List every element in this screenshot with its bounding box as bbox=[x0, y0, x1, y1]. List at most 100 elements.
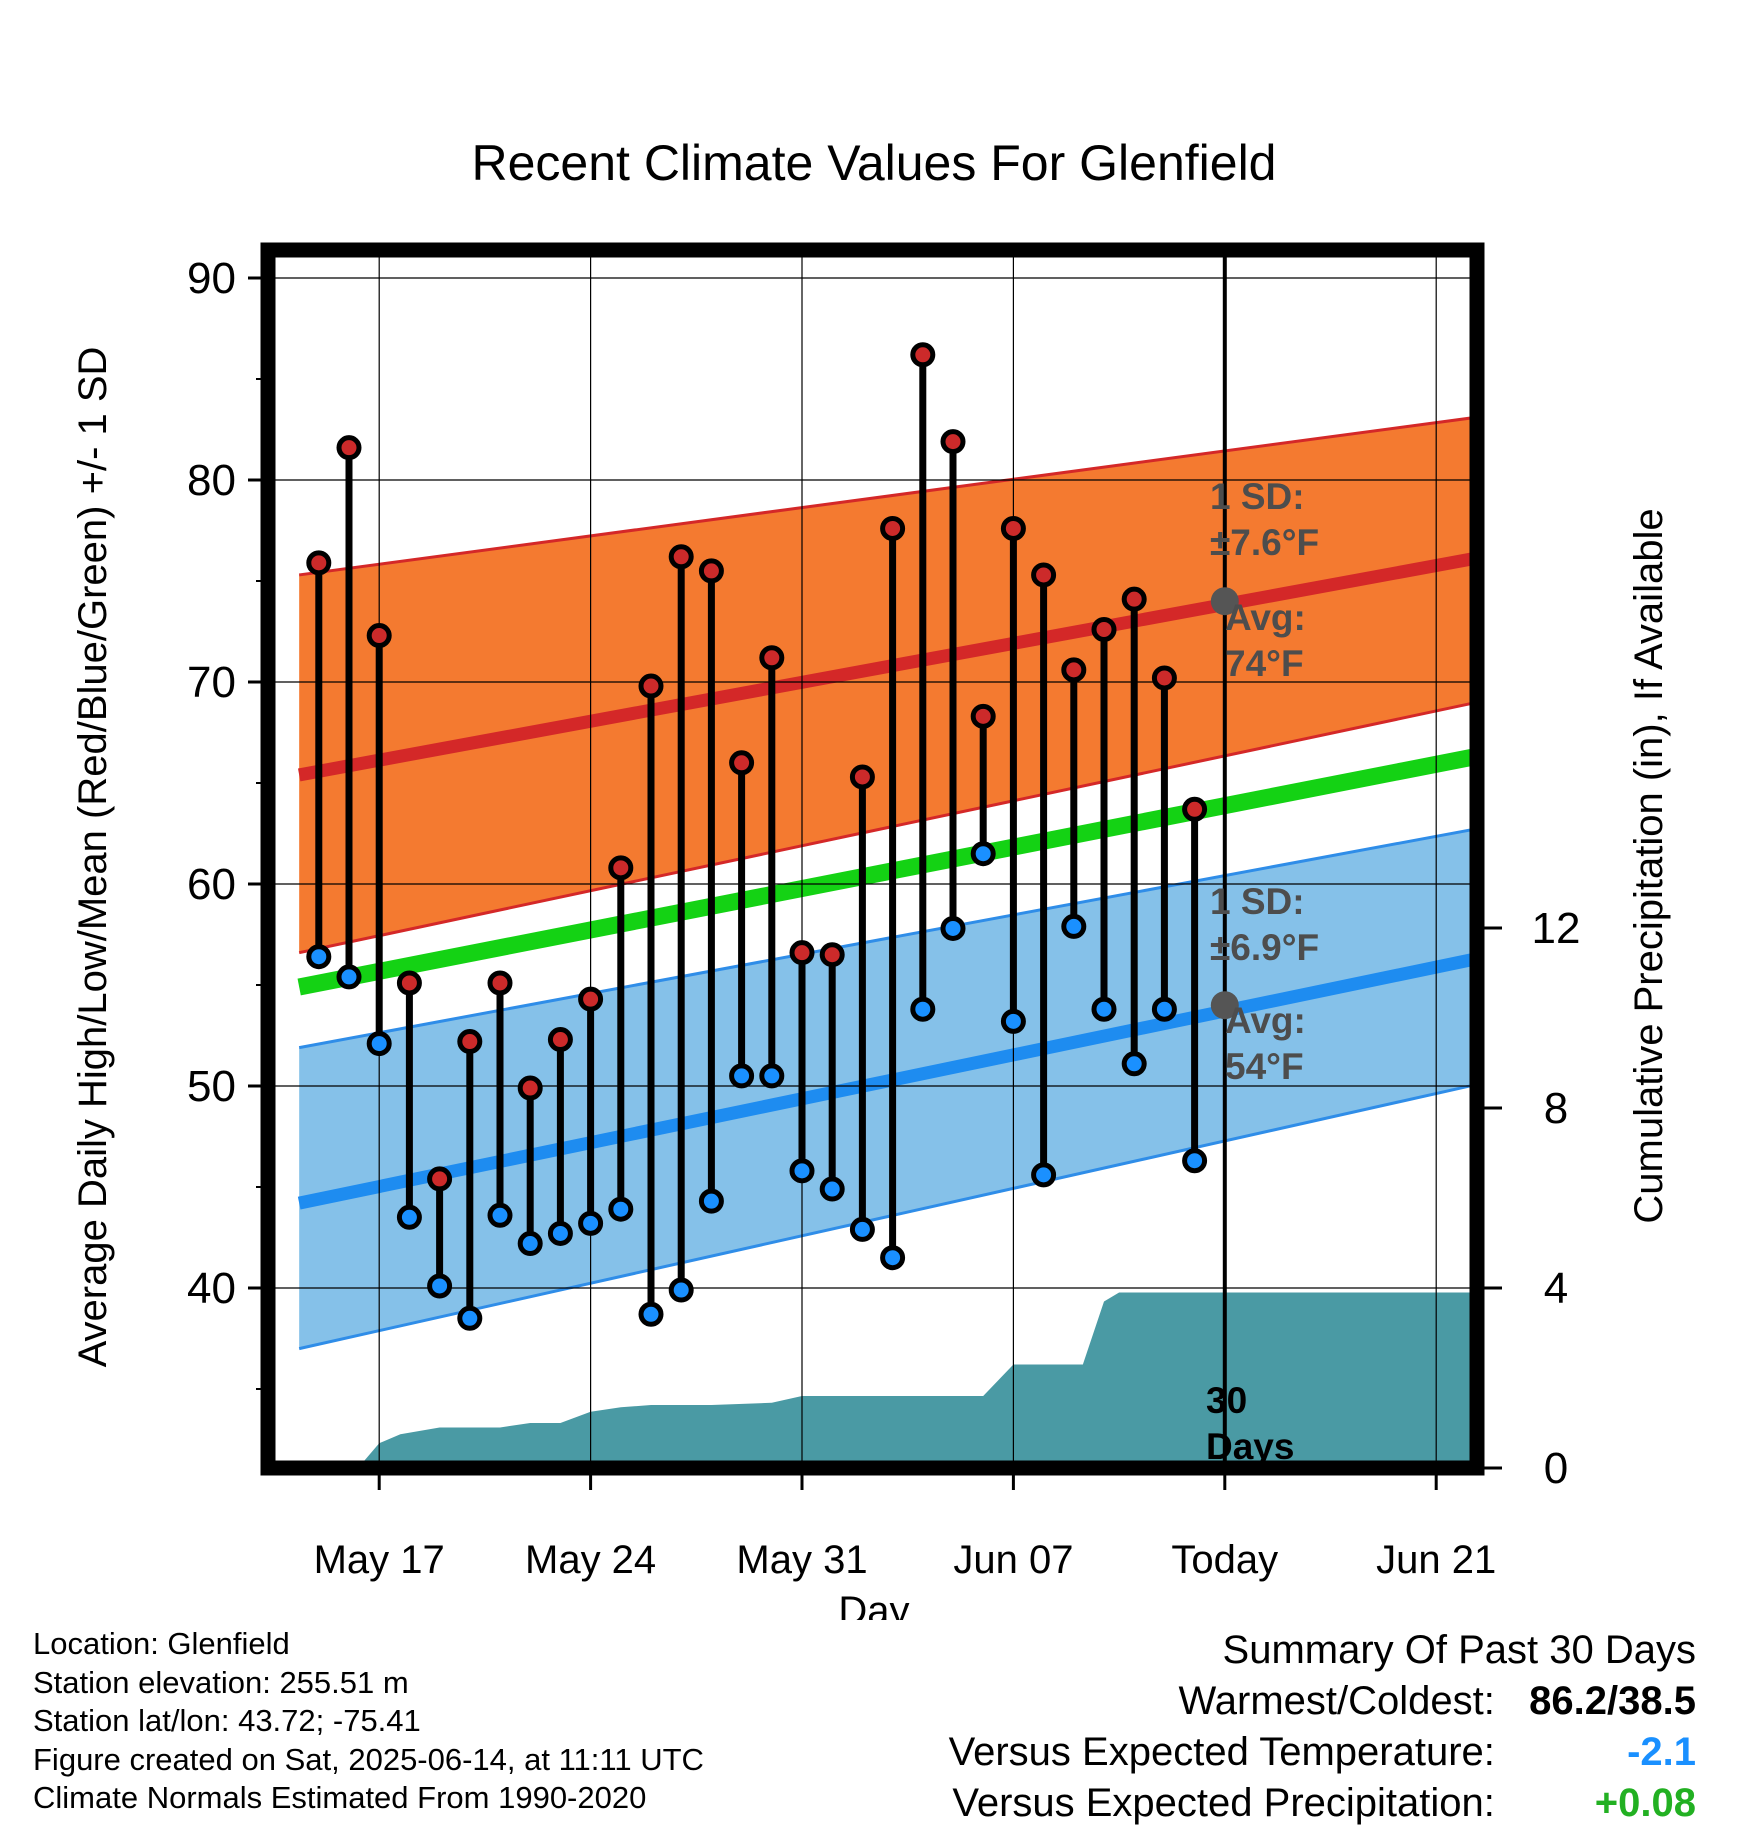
daily-low-point bbox=[517, 1231, 543, 1257]
annotation-low-avg: Avg: bbox=[1225, 1000, 1306, 1041]
daily-high-point bbox=[1061, 657, 1087, 683]
daily-high-point bbox=[1182, 796, 1208, 822]
plot-area bbox=[268, 250, 1477, 1468]
daily-low-point bbox=[638, 1301, 664, 1327]
y2-tick-label: 0 bbox=[1544, 1444, 1568, 1493]
y2-tick-label: 4 bbox=[1544, 1264, 1568, 1313]
precip-departure-value: +0.08 bbox=[1594, 1781, 1696, 1825]
daily-low-point bbox=[608, 1196, 634, 1222]
daily-high-point bbox=[578, 986, 604, 1012]
summary-panel: Summary Of Past 30 Days Warmest/Coldest:… bbox=[949, 1625, 1696, 1829]
chart-title: Recent Climate Values For Glenfield bbox=[472, 135, 1277, 191]
avg-mean-line bbox=[297, 747, 1477, 996]
daily-high-point bbox=[547, 1027, 573, 1053]
daily-high-point bbox=[638, 673, 664, 699]
daily-low-point bbox=[819, 1176, 845, 1202]
y-tick-label: 50 bbox=[187, 1062, 236, 1111]
avg-high-line bbox=[297, 551, 1477, 782]
normals-text: Climate Normals Estimated From 1990-2020 bbox=[33, 1780, 647, 1815]
daily-low-point bbox=[880, 1245, 906, 1271]
high-sd-upper-edge bbox=[298, 415, 1477, 577]
plot-frame bbox=[260, 242, 1485, 1476]
x-tick-label: Jun 07 bbox=[953, 1538, 1073, 1582]
daily-high-point bbox=[487, 970, 513, 996]
y-tick-label: 90 bbox=[187, 254, 236, 303]
elevation-text: Station elevation: 255.51 m bbox=[33, 1664, 409, 1700]
x-tick-label: May 17 bbox=[314, 1538, 445, 1582]
daily-low-point bbox=[1000, 1008, 1026, 1034]
daily-low-point bbox=[396, 1204, 422, 1230]
daily-high-point bbox=[366, 623, 392, 649]
daily-low-point bbox=[849, 1216, 875, 1242]
daily-low-point bbox=[910, 996, 936, 1022]
x-tick-label: May 24 bbox=[525, 1538, 656, 1582]
daily-low-point bbox=[1061, 913, 1087, 939]
daily-high-point bbox=[336, 435, 362, 461]
daily-low-point bbox=[940, 915, 966, 941]
daily-low-point bbox=[1182, 1148, 1208, 1174]
daily-high-point bbox=[940, 429, 966, 455]
daily-high-point bbox=[819, 942, 845, 968]
today-normal-low-marker bbox=[1210, 991, 1239, 1020]
daily-high-point bbox=[849, 764, 875, 790]
daily-high-point bbox=[427, 1166, 453, 1192]
daily-low-point bbox=[668, 1277, 694, 1303]
latlon-text: Station lat/lon: 43.72; -75.41 bbox=[33, 1703, 421, 1738]
daily-low-point bbox=[1121, 1051, 1147, 1077]
daily-high-point bbox=[517, 1075, 543, 1101]
daily-high-point bbox=[880, 515, 906, 541]
annotation-low-sd: 1 SD: bbox=[1210, 881, 1305, 922]
daily-high-point bbox=[1091, 616, 1117, 642]
temp-departure-label: Versus Expected Temperature: bbox=[948, 1730, 1495, 1774]
annotation-low-sd: ±6.9°F bbox=[1210, 927, 1319, 968]
warmest-coldest-value: 86.2/38.5 bbox=[1529, 1679, 1696, 1723]
daily-low-point bbox=[457, 1305, 483, 1331]
y-axis-label-right: Cumulative Precipitation (in), If Availa… bbox=[1627, 508, 1671, 1223]
annotation-days: Days bbox=[1206, 1426, 1294, 1467]
annotation-days: 30 bbox=[1206, 1380, 1247, 1421]
daily-high-point bbox=[759, 645, 785, 671]
annotation-low-avg: 54°F bbox=[1225, 1046, 1304, 1087]
y-tick-label: 60 bbox=[187, 860, 236, 909]
daily-low-point bbox=[729, 1063, 755, 1089]
temp-departure-value: -2.1 bbox=[1627, 1730, 1696, 1774]
x-tick-label: Today bbox=[1171, 1538, 1278, 1582]
y2-tick-label: 12 bbox=[1532, 904, 1581, 953]
daily-low-point bbox=[1031, 1162, 1057, 1188]
created-text: Figure created on Sat, 2025-06-14, at 11… bbox=[33, 1741, 704, 1777]
annotation-high-avg: Avg: bbox=[1225, 597, 1306, 638]
daily-high-point bbox=[457, 1029, 483, 1055]
daily-low-point bbox=[547, 1220, 573, 1246]
x-axis-label: Day bbox=[838, 1589, 909, 1620]
precip-departure-row: Versus Expected Precipitation: +0.08 bbox=[949, 1778, 1696, 1829]
daily-high-point bbox=[306, 550, 332, 576]
station-info: Location: Glenfield Station elevation: 2… bbox=[33, 1625, 704, 1818]
daily-high-point bbox=[910, 342, 936, 368]
summary-title: Summary Of Past 30 Days bbox=[1222, 1628, 1696, 1672]
daily-low-point bbox=[427, 1273, 453, 1299]
daily-high-point bbox=[668, 544, 694, 570]
precip-area bbox=[299, 1292, 1477, 1468]
high-sd-lower-edge bbox=[298, 700, 1477, 955]
y-tick-label: 40 bbox=[187, 1264, 236, 1313]
y-axis-label-left: Average Daily High/Low/Mean (Red/Blue/Gr… bbox=[71, 347, 115, 1368]
y-tick-label: 80 bbox=[187, 456, 236, 505]
daily-low-point bbox=[1151, 996, 1177, 1022]
daily-low-point bbox=[970, 841, 996, 867]
daily-low-point bbox=[578, 1210, 604, 1236]
temp-departure-row: Versus Expected Temperature: -2.1 bbox=[949, 1727, 1696, 1778]
daily-low-point bbox=[789, 1158, 815, 1184]
warmest-coldest-row: Warmest/Coldest: 86.2/38.5 bbox=[949, 1676, 1697, 1727]
daily-low-point bbox=[1091, 996, 1117, 1022]
location-text: Location: Glenfield bbox=[33, 1626, 290, 1661]
daily-low-point bbox=[336, 964, 362, 990]
daily-low-point bbox=[366, 1031, 392, 1057]
daily-low-point bbox=[698, 1188, 724, 1214]
daily-high-point bbox=[729, 750, 755, 776]
daily-high-point bbox=[1151, 665, 1177, 691]
x-tick-label: Jun 21 bbox=[1376, 1538, 1496, 1582]
daily-high-point bbox=[1000, 515, 1026, 541]
annotation-high-avg: 74°F bbox=[1225, 643, 1304, 684]
annotation-high-sd: 1 SD: bbox=[1210, 476, 1305, 517]
annotation-high-sd: ±7.6°F bbox=[1210, 522, 1319, 563]
